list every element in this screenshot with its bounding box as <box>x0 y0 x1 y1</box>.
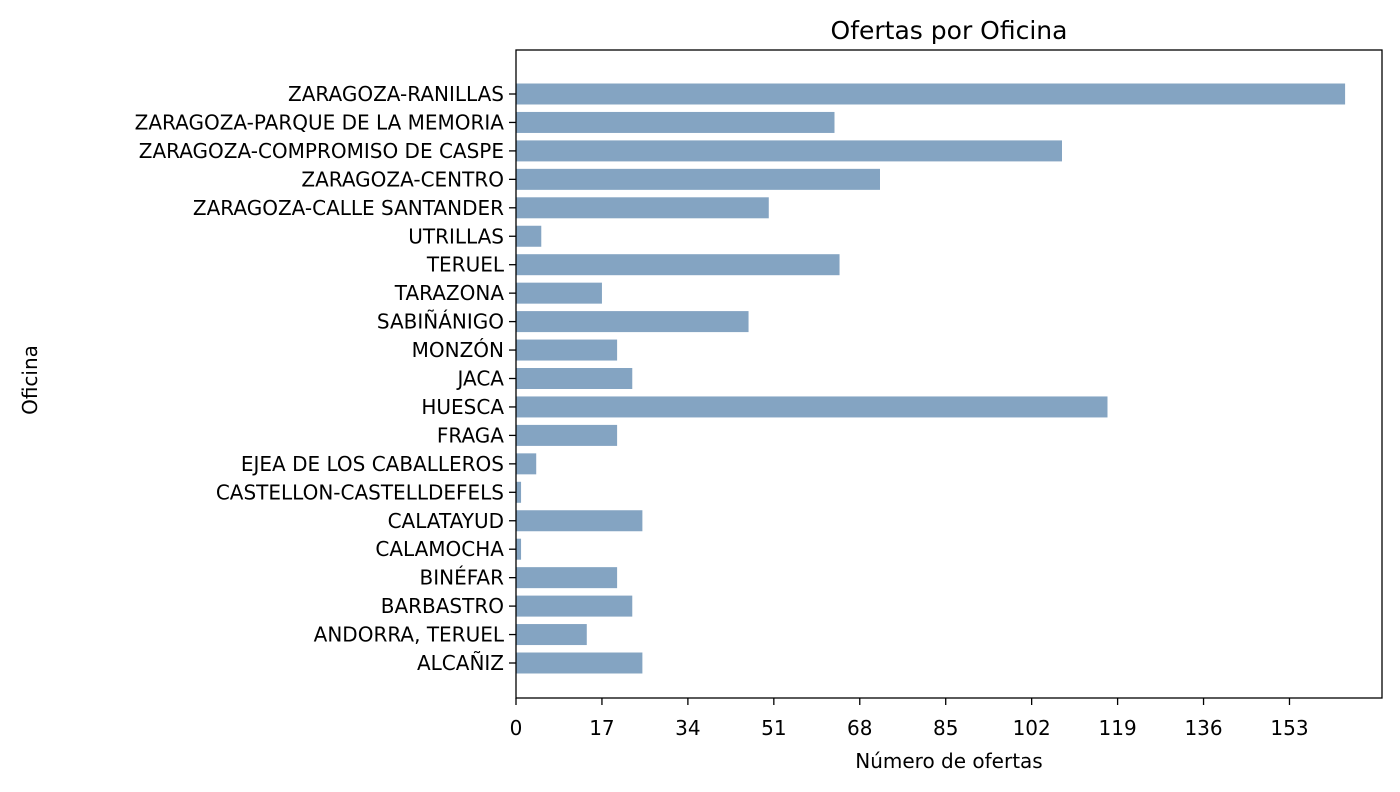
bar <box>516 225 542 247</box>
y-axis-label: Oficina <box>18 345 42 415</box>
y-tick-label: CASTELLON-CASTELLDEFELS <box>216 480 504 504</box>
y-tick-label: JACA <box>455 367 504 391</box>
x-ticks-group: 0 17 34 51 68 85 102 119 136 153 <box>510 698 1309 740</box>
bars-group <box>516 83 1346 674</box>
x-tick-label: 0 <box>510 716 523 740</box>
plot-frame <box>515 49 1383 699</box>
y-tick-label: ZARAGOZA-CALLE SANTANDER <box>193 196 504 220</box>
bar <box>516 424 618 446</box>
y-tick-label: ZARAGOZA-PARQUE DE LA MEMORIA <box>135 110 505 134</box>
x-tick-label: 153 <box>1270 716 1308 740</box>
y-tick-label: ZARAGOZA-RANILLAS <box>288 82 504 106</box>
y-tick-label: BINÉFAR <box>420 566 505 590</box>
x-tick-label: 68 <box>847 716 872 740</box>
bar <box>516 453 537 475</box>
y-tick-label: CALATAYUD <box>388 509 504 533</box>
bar <box>516 140 1062 162</box>
x-axis-label: Número de ofertas <box>855 749 1042 773</box>
x-tick-label: 136 <box>1184 716 1222 740</box>
y-ticks-group: ZARAGOZA-RANILLAS ZARAGOZA-PARQUE DE LA M… <box>135 82 516 675</box>
y-tick-label: CALAMOCHA <box>375 537 504 561</box>
x-tick-label: 85 <box>933 716 958 740</box>
bar <box>516 168 880 190</box>
y-tick-label: ZARAGOZA-COMPROMISO DE CASPE <box>139 139 504 163</box>
y-tick-label: HUESCA <box>421 395 504 419</box>
bar <box>516 111 835 133</box>
bar <box>516 538 522 560</box>
y-tick-label: ALCAÑIZ <box>417 651 504 675</box>
y-tick-label: SABIÑÁNIGO <box>377 310 504 334</box>
x-tick-label: 119 <box>1099 716 1137 740</box>
y-tick-label: ANDORRA, TERUEL <box>314 623 505 647</box>
y-tick-label: TERUEL <box>426 253 505 277</box>
x-tick-label: 34 <box>675 716 700 740</box>
x-tick-label: 17 <box>589 716 614 740</box>
bar <box>516 311 749 333</box>
y-tick-label: MONZÓN <box>412 338 504 362</box>
y-tick-label: TARAZONA <box>394 281 505 305</box>
y-tick-label: FRAGA <box>437 423 504 447</box>
bar <box>516 254 840 276</box>
bar <box>516 339 618 361</box>
bar <box>516 652 643 674</box>
y-tick-label: EJEA DE LOS CABALLEROS <box>241 452 504 476</box>
y-tick-label: UTRILLAS <box>408 224 504 248</box>
bar <box>516 368 633 389</box>
bar <box>516 567 618 589</box>
bar <box>516 510 643 532</box>
chart-title: Ofertas por Oficina <box>831 16 1068 45</box>
bar <box>516 282 602 304</box>
y-tick-label: ZARAGOZA-CENTRO <box>301 167 504 191</box>
x-tick-label: 102 <box>1013 716 1051 740</box>
bar <box>516 83 1346 105</box>
x-tick-label: 51 <box>761 716 786 740</box>
y-tick-label: BARBASTRO <box>381 594 504 618</box>
bar <box>516 624 587 646</box>
bar <box>516 197 769 219</box>
bar <box>516 595 633 617</box>
bar <box>516 396 1108 418</box>
bar <box>516 481 522 503</box>
